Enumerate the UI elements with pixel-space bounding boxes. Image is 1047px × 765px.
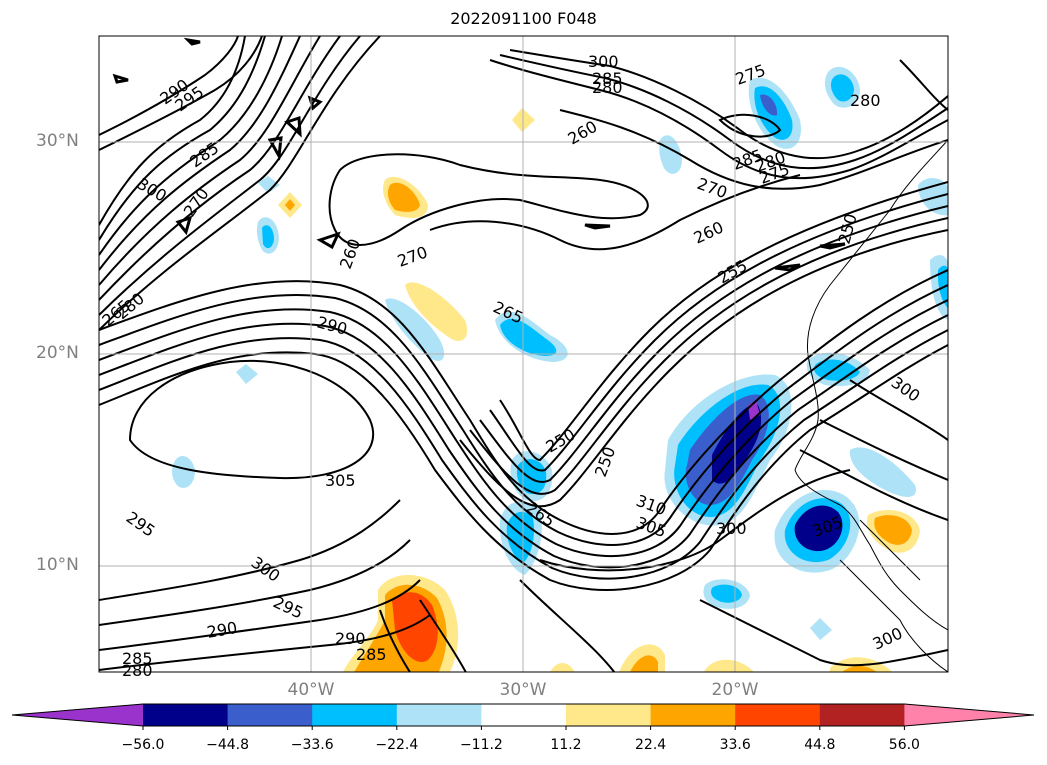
negative-anomaly-ne2-core xyxy=(830,74,854,102)
colorbar-segment xyxy=(143,704,229,726)
colorbar-tick-label: 44.8 xyxy=(804,737,836,753)
colorbar-segment xyxy=(566,704,652,726)
colorbar xyxy=(11,703,1035,730)
negative-anomaly-south2-core xyxy=(516,459,547,495)
colorbar-tick-label: −33.6 xyxy=(290,737,334,753)
contour-label: 300 xyxy=(716,519,747,538)
contour-label: 285 xyxy=(122,649,153,668)
lon-label-30w: 30°W xyxy=(499,680,547,700)
colorbar-extend-high xyxy=(904,704,1034,726)
contour-lines xyxy=(99,36,948,672)
contour-label: 285 xyxy=(592,69,623,88)
contour-label: 280 xyxy=(122,661,153,680)
negative-anomaly-mid-core xyxy=(500,318,557,356)
contour-label: 300 xyxy=(588,52,619,71)
colorbar-segment xyxy=(312,704,398,726)
colorbar-tick-label: 33.6 xyxy=(719,737,751,753)
lat-label-30n: 30°N xyxy=(36,131,79,151)
negative-anomaly-ne-peak xyxy=(760,94,778,116)
colorbar-segment xyxy=(650,704,736,726)
colorbar-segment xyxy=(819,704,905,726)
positive-anomaly-bottom-3 xyxy=(550,663,575,672)
negative-anomaly-small-3-core xyxy=(262,225,274,249)
positive-anomaly-box-core xyxy=(874,515,912,545)
contour-blobs xyxy=(112,37,846,272)
graticule xyxy=(99,36,948,672)
colorbar-segment xyxy=(396,704,482,726)
coastline xyxy=(794,139,948,672)
negative-anomaly-small-6 xyxy=(236,364,258,384)
positive-anomaly-nw-core xyxy=(387,182,420,212)
lat-label-20n: 20°N xyxy=(36,343,79,363)
contour-label: 305 xyxy=(325,471,356,490)
negative-anomaly-small-7 xyxy=(810,618,832,640)
colorbar-tick-label: 22.4 xyxy=(635,737,667,753)
negative-anomaly-small-8 xyxy=(258,176,280,193)
positive-anomaly-bottom-2 xyxy=(704,659,754,672)
negative-anomaly-africa-core xyxy=(794,505,843,552)
negative-anomaly-small-4 xyxy=(172,455,195,488)
positive-anomaly-se-core xyxy=(842,665,877,672)
map-frame xyxy=(98,35,949,673)
lon-label-20w: 20°W xyxy=(711,680,759,700)
figure-title: 2022091100 F048 xyxy=(450,9,597,28)
colorbar-tick-label: −44.8 xyxy=(206,737,250,753)
negative-anomaly-coast xyxy=(849,447,916,497)
contour-label: 290 xyxy=(335,629,366,648)
positive-anomaly-small-1-core xyxy=(285,199,295,211)
contour-label: 280 xyxy=(592,78,623,97)
colorbar-tick-label: −11.2 xyxy=(459,737,503,753)
colorbar-segment xyxy=(481,704,567,726)
lon-label-40w: 40°W xyxy=(287,680,335,700)
colorbar-extend-low xyxy=(12,704,143,726)
negative-anomaly-small-5 xyxy=(385,298,445,361)
positive-anomaly-mid xyxy=(405,282,468,341)
colorbar-tick-label: 56.0 xyxy=(888,737,920,753)
colorbar-segment xyxy=(735,704,821,726)
colorbar-tick-label: −56.0 xyxy=(121,737,165,753)
colorbar-tick-label: 11.2 xyxy=(550,737,582,753)
colorbar-tick-label: −22.4 xyxy=(375,737,419,753)
positive-anomaly-bottom-1-core xyxy=(630,655,658,672)
negative-anomaly-small-2 xyxy=(659,135,682,174)
negative-anomaly-small-1-core xyxy=(711,584,742,603)
contour-label: 280 xyxy=(850,91,881,110)
contour-label: 285 xyxy=(356,645,387,664)
lat-label-10n: 10°N xyxy=(36,555,79,575)
colorbar-segment xyxy=(227,704,313,726)
